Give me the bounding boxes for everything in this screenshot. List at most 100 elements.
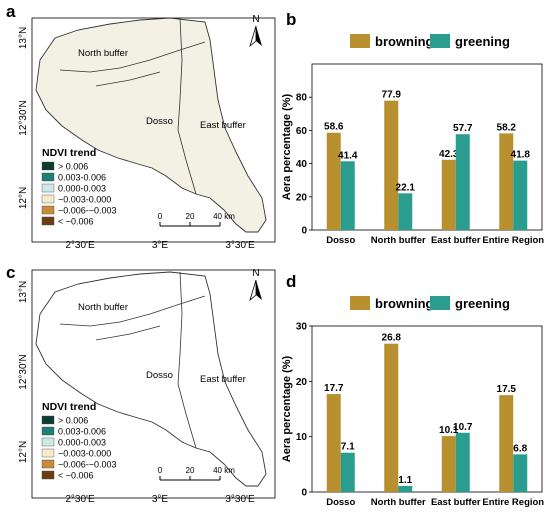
- bar-value-label: 77.9: [382, 90, 402, 101]
- legend-item: 0.000-0.003: [58, 438, 106, 448]
- bar-value-label: 26.8: [382, 333, 402, 344]
- legend-label-greening: greening: [455, 296, 510, 311]
- panel-letter-b: b: [286, 10, 297, 29]
- bar-value-label: 58.6: [324, 122, 344, 133]
- lon-label: 3°30'E: [225, 240, 255, 251]
- bar-greening: [513, 454, 528, 492]
- x-tick-label: North buffer: [371, 235, 426, 246]
- panel-letter-a: a: [6, 2, 16, 21]
- legend-swatch: [41, 161, 55, 171]
- legend-swatch: [41, 216, 55, 226]
- ndvi-trend-map-a: North buffer Dosso East buffer 13°N 12°30'N 1…: [18, 14, 276, 251]
- legend-swatch: [41, 448, 55, 458]
- x-tick-label: Entire Region: [482, 235, 544, 246]
- bar-value-label: 41.4: [338, 150, 358, 161]
- legend-swatch-greening: [430, 34, 450, 48]
- lon-label: 3°E: [152, 240, 169, 251]
- bar-browning: [441, 436, 456, 492]
- legend: NDVI trend> 0.0060.003-0.0060.000-0.003−…: [41, 401, 117, 481]
- north-arrow-label: N: [252, 14, 259, 25]
- lat-label: 13°N: [18, 281, 29, 303]
- legend-item: 0.000-0.003: [58, 184, 106, 194]
- lat-label: 12°N: [18, 187, 29, 209]
- region-label-east-buffer: East buffer: [200, 120, 246, 131]
- bar-greening: [340, 161, 355, 230]
- region-label-dosso: Dosso: [146, 370, 173, 381]
- y-tick-label: 0: [301, 226, 307, 237]
- bar-value-label: 42.3: [439, 149, 459, 160]
- lon-label: 3°E: [152, 494, 169, 505]
- y-tick-label: 40: [296, 159, 308, 170]
- region-label-north-buffer: North buffer: [78, 302, 128, 313]
- east-buffer-boundary: [177, 17, 197, 195]
- scale-tick: 40 km: [213, 466, 235, 475]
- bar-browning: [384, 343, 399, 492]
- y-tick-label: 20: [296, 377, 308, 388]
- bar-browning: [326, 394, 341, 492]
- region-label-dosso: Dosso: [146, 116, 173, 127]
- bar-chart-d: 0 10 20 30 Aera percentage (%) browning greeni…: [281, 296, 544, 508]
- legend-item: > 0.006: [58, 162, 88, 172]
- lat-label: 13°N: [18, 27, 29, 49]
- legend-label-browning: browning: [375, 34, 434, 49]
- y-axis-label: Aera percentage (%): [281, 355, 293, 462]
- x-tick-label: North buffer: [371, 497, 426, 508]
- bar-browning: [384, 100, 399, 230]
- y-tick-label: 0: [301, 488, 307, 499]
- legend-item: < −0.006: [58, 471, 94, 481]
- legend-item: −0.003-0.000: [58, 449, 111, 459]
- bar-greening: [398, 485, 413, 492]
- lat-label: 12°N: [18, 441, 29, 463]
- lon-label: 2°30'E: [65, 240, 95, 251]
- plot-frame: [311, 63, 543, 231]
- bar-browning: [499, 395, 514, 492]
- legend-item: > 0.006: [58, 416, 88, 426]
- bar-greening: [455, 134, 470, 230]
- x-tick-label: East buffer: [431, 235, 481, 246]
- bar-value-label: 22.1: [396, 182, 416, 193]
- bar-value-label: 1.1: [398, 475, 412, 486]
- bar-value-label: 6.8: [513, 443, 527, 454]
- legend-swatch: [41, 415, 55, 425]
- legend-item: −0.006-−0.003: [58, 206, 117, 216]
- region-boundaries: [59, 271, 206, 449]
- legend-swatch-browning: [350, 34, 370, 48]
- bar-greening: [455, 432, 470, 492]
- x-tick-label: Dosso: [326, 497, 355, 508]
- plot-frame: [311, 325, 543, 493]
- bar-greening: [340, 452, 355, 492]
- panel-letter-c: c: [6, 263, 16, 282]
- scale-tick: 40 km: [213, 212, 235, 221]
- lat-label: 12°30'N: [18, 100, 29, 135]
- bar-value-label: 17.7: [324, 383, 344, 394]
- scale-bar: 0 20 40 km: [158, 212, 235, 227]
- legend-swatch: [41, 437, 55, 447]
- legend-item: 0.003-0.006: [58, 427, 106, 437]
- y-tick-label: 60: [296, 126, 308, 137]
- y-tick-label: 20: [296, 192, 308, 203]
- legend-item: −0.003-0.000: [58, 195, 111, 205]
- lon-label: 3°30'E: [225, 494, 255, 505]
- lon-label: 2°30'E: [65, 494, 95, 505]
- panel-letter-d: d: [286, 272, 297, 291]
- bar-value-label: 57.7: [453, 123, 473, 134]
- legend-swatch: [41, 172, 55, 182]
- legend-label-greening: greening: [455, 34, 510, 49]
- legend-swatch: [41, 205, 55, 215]
- north-buffer-boundary: [59, 295, 206, 327]
- north-arrow-label: N: [252, 268, 259, 279]
- bar-value-label: 58.2: [497, 122, 517, 133]
- region-label-east-buffer: East buffer: [200, 374, 246, 385]
- east-buffer-boundary: [177, 271, 197, 449]
- bar-value-label: 10.7: [453, 422, 473, 433]
- scale-tick: 0: [158, 212, 163, 221]
- y-tick-label: 10: [296, 432, 308, 443]
- bar-greening: [513, 160, 528, 230]
- bar-value-label: 7.1: [341, 442, 355, 453]
- legend-swatch: [41, 459, 55, 469]
- north-buffer-boundary: [59, 41, 206, 73]
- legend-label-browning: browning: [375, 296, 434, 311]
- legend-swatch: [41, 183, 55, 193]
- legend-title: NDVI trend: [42, 147, 96, 159]
- region-boundaries: [59, 17, 206, 195]
